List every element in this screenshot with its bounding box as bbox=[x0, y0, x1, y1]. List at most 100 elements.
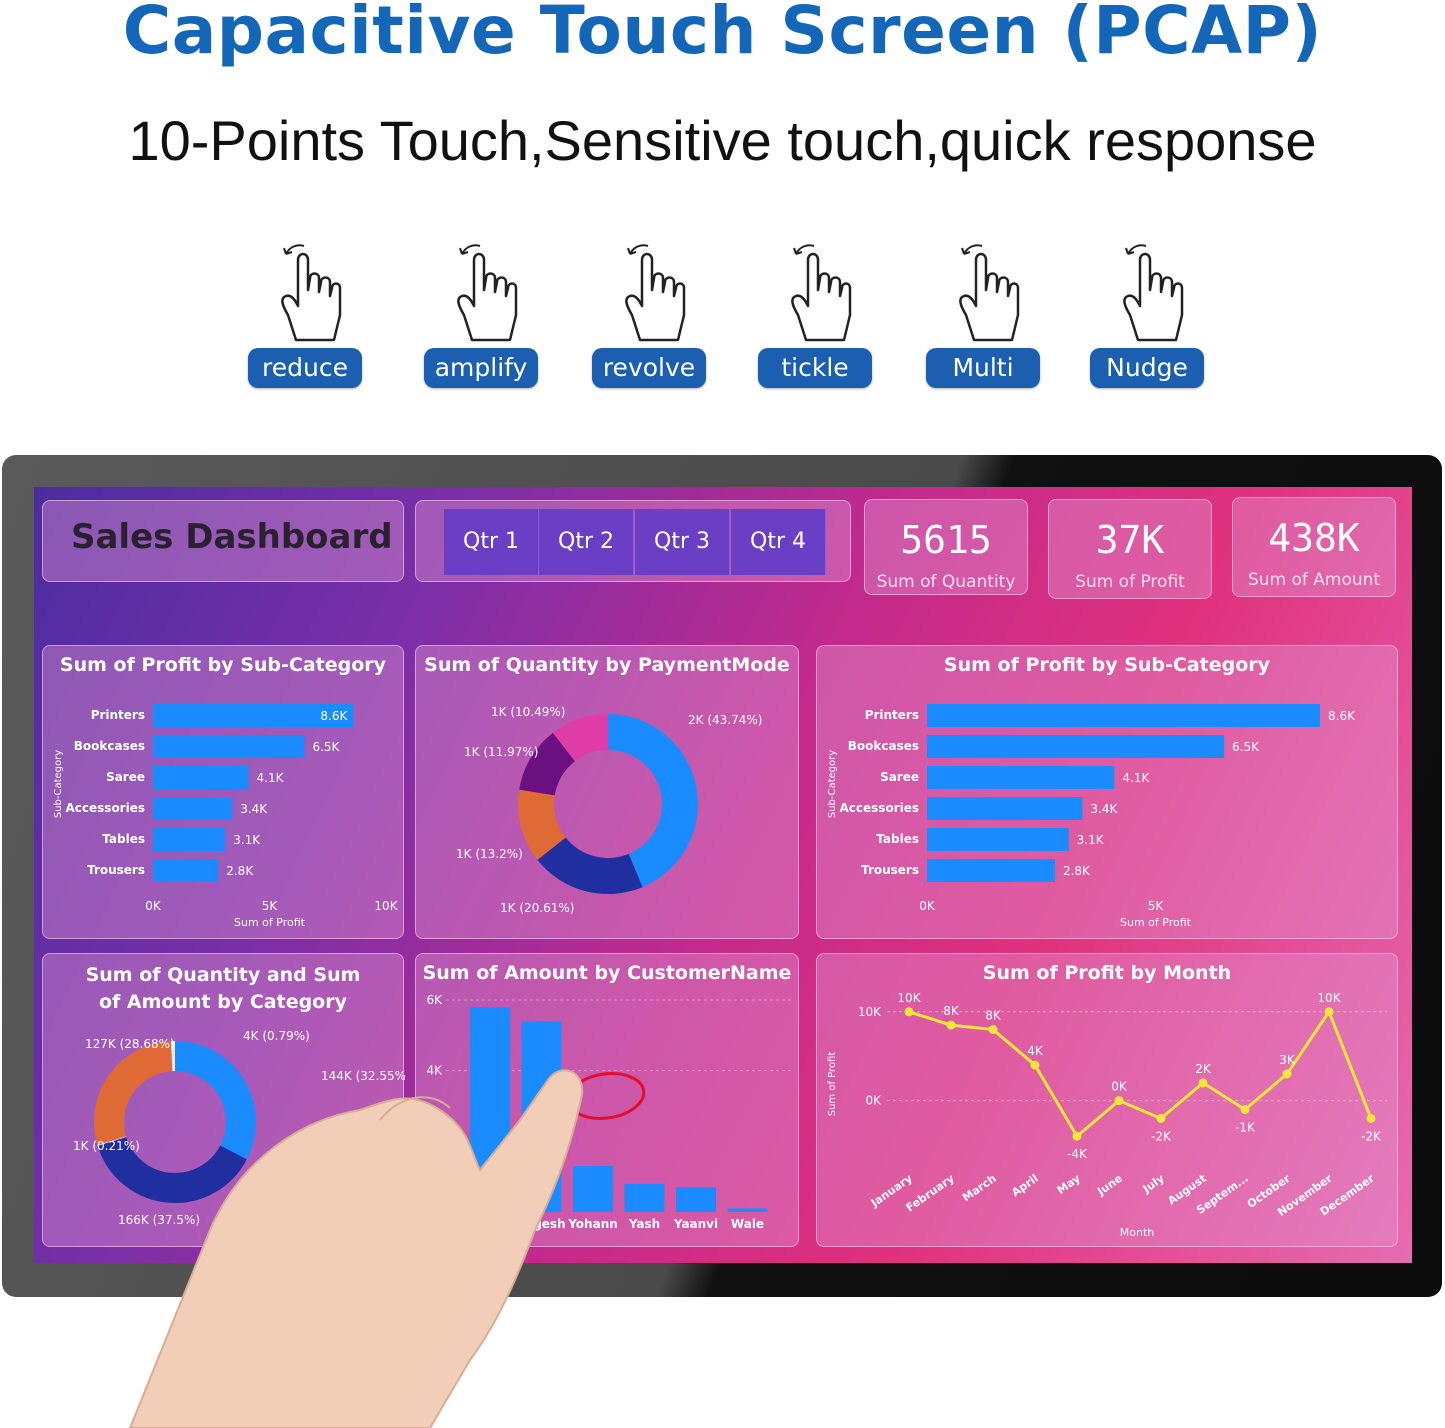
data-label: 4.1K bbox=[257, 771, 285, 785]
data-label: 3.4K bbox=[240, 802, 268, 816]
bar-chart: Sub-Category Printers 8.6K Bookcases 6.5K Sar… bbox=[53, 704, 399, 929]
qtr-4-button[interactable]: Qtr 4 bbox=[731, 509, 826, 575]
chart-amount-by-customername[interactable]: Sum of Amount by CustomerName 6K 4K nda Yog… bbox=[415, 953, 799, 1247]
quarter-slicer: Qtr 1 Qtr 2 Qtr 3 Qtr 4 bbox=[415, 500, 851, 582]
column-chart: 6K 4K nda Yogesh Yohann Yash Yaanvi Wale bbox=[426, 993, 792, 1231]
chart-title: Sum of Amount by CustomerName bbox=[422, 962, 792, 984]
data-label: 3.1K bbox=[1077, 833, 1105, 847]
x-axis-label: Month bbox=[1120, 1226, 1155, 1239]
slice-label: 1K (11.97%) bbox=[464, 745, 538, 759]
data-label: -2K bbox=[1151, 1129, 1172, 1143]
gesture-nudge: Nudge bbox=[1090, 240, 1210, 390]
qtr-1-button[interactable]: Qtr 1 bbox=[444, 509, 539, 575]
column bbox=[470, 1007, 510, 1212]
column bbox=[521, 1021, 562, 1212]
category-label: Wale bbox=[731, 1217, 764, 1231]
dashboard-title: Sales Dashboard bbox=[71, 517, 393, 557]
chart-title: Sum of Quantity and Sum of Amount by Cat… bbox=[85, 964, 361, 1013]
chart-title: Sum of Quantity by PaymentMode bbox=[424, 654, 790, 676]
slice-label: 144K (32.55%) bbox=[321, 1069, 405, 1083]
data-label: 3.1K bbox=[233, 833, 261, 847]
category-label: Printers bbox=[865, 708, 919, 722]
tick-label: 5K bbox=[1148, 899, 1165, 913]
slice-label: 1K (13.2%) bbox=[456, 847, 523, 861]
category-label: Printers bbox=[91, 708, 145, 722]
category-label: Accessories bbox=[66, 801, 146, 815]
column bbox=[573, 1166, 613, 1212]
slice bbox=[94, 1041, 174, 1145]
gesture-label: Nudge bbox=[1090, 348, 1204, 388]
data-label: 6.5K bbox=[1232, 740, 1260, 754]
bar bbox=[927, 704, 1321, 727]
category-label: Bookcases bbox=[848, 739, 919, 753]
data-label: -4K bbox=[1067, 1147, 1088, 1161]
data-label: 3.4K bbox=[1090, 802, 1118, 816]
point bbox=[1282, 1069, 1292, 1079]
slice-label: 1K (20.61%) bbox=[500, 901, 574, 915]
data-label: 2K bbox=[1195, 1062, 1212, 1076]
kpi-label: Sum of Profit bbox=[1075, 572, 1185, 592]
category-label: March bbox=[960, 1172, 999, 1205]
category-label: Saree bbox=[106, 770, 145, 784]
category-label: Yaanvi bbox=[673, 1217, 718, 1231]
donut-chart: 144K (32.55%) 166K (37.5%) 1K (0.21%) 127K … bbox=[73, 1029, 405, 1227]
point bbox=[904, 1007, 914, 1017]
qtr-3-button[interactable]: Qtr 3 bbox=[635, 509, 730, 575]
slice-label: 1K (0.21%) bbox=[73, 1139, 140, 1153]
kpi-value: 438K bbox=[1268, 516, 1360, 560]
kpi-label: Sum of Quantity bbox=[876, 572, 1016, 592]
gesture-label: reduce bbox=[248, 348, 362, 388]
slice-label: 127K (28.68%) bbox=[85, 1037, 175, 1051]
series-line bbox=[908, 1008, 1373, 1139]
category-label: May bbox=[1055, 1172, 1083, 1197]
hand-gesture-icon bbox=[1123, 244, 1184, 342]
hand-gesture-icon bbox=[959, 244, 1020, 342]
hand-gesture-icon bbox=[625, 244, 686, 342]
data-label: 4K bbox=[1027, 1044, 1044, 1058]
bar bbox=[153, 735, 305, 758]
point bbox=[1366, 1113, 1376, 1123]
point bbox=[1114, 1096, 1124, 1106]
bar bbox=[927, 859, 1055, 882]
data-label: 8.6K bbox=[1328, 709, 1356, 723]
data-label: 0K bbox=[1111, 1080, 1128, 1094]
chart-title: Sum of Profit by Sub-Category bbox=[59, 654, 387, 676]
category-label: nda bbox=[477, 1217, 502, 1231]
gesture-amplify: amplify bbox=[424, 240, 544, 390]
y-axis-label: Sub-Category bbox=[827, 750, 838, 818]
chart-profit-by-subcategory-small[interactable]: Sum of Profit by Sub-Category Sub-Catego… bbox=[42, 645, 404, 939]
chart-quantity-amount-by-category[interactable]: Sum of Quantity and Sum of Amount by Cat… bbox=[42, 953, 405, 1247]
tick-label: 0K bbox=[145, 899, 162, 913]
chart-quantity-by-paymentmode[interactable]: Sum of Quantity by PaymentMode 2K (43.74… bbox=[415, 645, 799, 939]
chart-profit-by-month[interactable]: Sum of Profit by Month 10K 0K Sum of Profi… bbox=[816, 953, 1398, 1247]
category-label: Accessories bbox=[840, 801, 920, 815]
gesture-label: amplify bbox=[424, 348, 538, 388]
data-label: -1K bbox=[1235, 1121, 1256, 1135]
kpi-amount: 438K Sum of Amount bbox=[1232, 497, 1396, 597]
category-label: Saree bbox=[880, 770, 919, 784]
tick-label: 0K bbox=[865, 1094, 882, 1108]
bar bbox=[153, 859, 219, 882]
category-label: Trousers bbox=[861, 863, 919, 877]
slice bbox=[537, 836, 643, 894]
data-label: 3K bbox=[1279, 1053, 1296, 1067]
kpi-value: 5615 bbox=[900, 518, 992, 562]
category-label: Tables bbox=[876, 832, 919, 846]
kpi-quantity: 5615 Sum of Quantity bbox=[864, 499, 1028, 595]
slice bbox=[607, 714, 698, 888]
gesture-multi: Multi bbox=[926, 240, 1046, 390]
chart-title: Sum of Profit by Month bbox=[982, 962, 1232, 984]
bar bbox=[927, 828, 1069, 851]
slice bbox=[174, 1041, 256, 1160]
data-label: 8K bbox=[943, 1004, 960, 1018]
tick-label: 0K bbox=[919, 899, 936, 913]
category-label: Trousers bbox=[87, 863, 145, 877]
chart-profit-by-subcategory-large[interactable]: Sum of Profit by Sub-Category Sub-Catego… bbox=[816, 645, 1398, 939]
y-axis-label: Sum of Profit bbox=[827, 1052, 838, 1117]
point bbox=[1030, 1060, 1040, 1070]
point bbox=[1240, 1105, 1250, 1115]
gesture-revolve: revolve bbox=[592, 240, 712, 390]
qtr-2-button[interactable]: Qtr 2 bbox=[539, 509, 634, 575]
bar bbox=[153, 797, 233, 820]
